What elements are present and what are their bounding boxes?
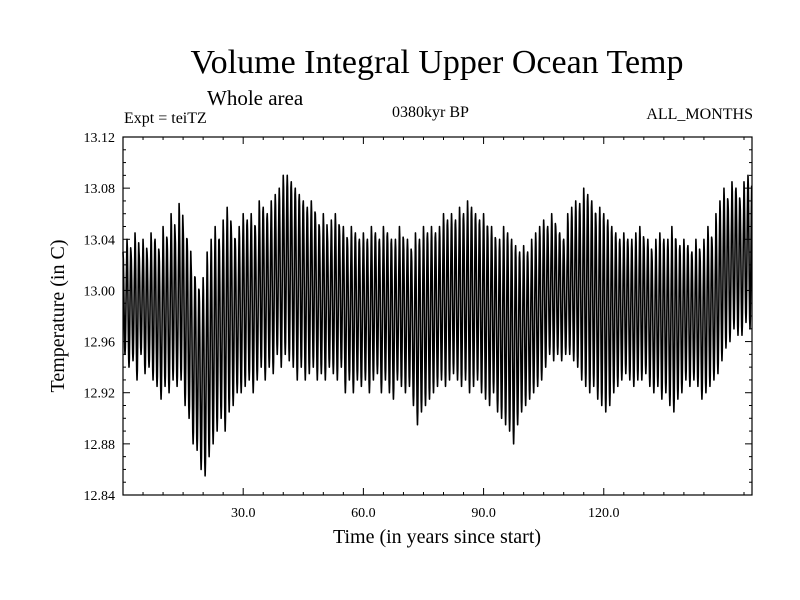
y-axis: 12.84 12.88 12.92 12.96 13.00 13.04 13.08 13.12 [84, 131, 752, 504]
y-tick-label: 13.04 [84, 233, 116, 248]
temperature-series-line [122, 174, 753, 477]
y-tick-label: 12.92 [84, 387, 116, 402]
x-tick-label: 120.0 [588, 506, 620, 521]
x-tick-label: 60.0 [351, 506, 376, 521]
y-tick-label: 12.88 [84, 438, 116, 453]
series-layer [122, 174, 753, 477]
y-tick-label: 13.08 [84, 182, 116, 197]
experiment-label: Expt = teiTZ [124, 110, 207, 127]
chart-title: Volume Integral Upper Ocean Temp [190, 44, 684, 81]
months-label: ALL_MONTHS [646, 106, 753, 123]
x-axis-label: Time (in years since start) [333, 526, 541, 548]
x-tick-label: 90.0 [471, 506, 496, 521]
y-tick-label: 12.96 [84, 336, 116, 351]
x-tick-label: 30.0 [231, 506, 256, 521]
y-tick-label: 13.00 [84, 284, 116, 299]
x-axis: 30.0 60.0 90.0 120.0 [142, 137, 745, 521]
y-tick-label: 13.12 [84, 131, 116, 146]
y-axis-label: Temperature (in C) [47, 240, 69, 393]
y-tick-label: 12.84 [84, 489, 116, 504]
chart-subtitle: Whole area [207, 86, 304, 110]
period-label: 0380kyr BP [392, 104, 469, 121]
